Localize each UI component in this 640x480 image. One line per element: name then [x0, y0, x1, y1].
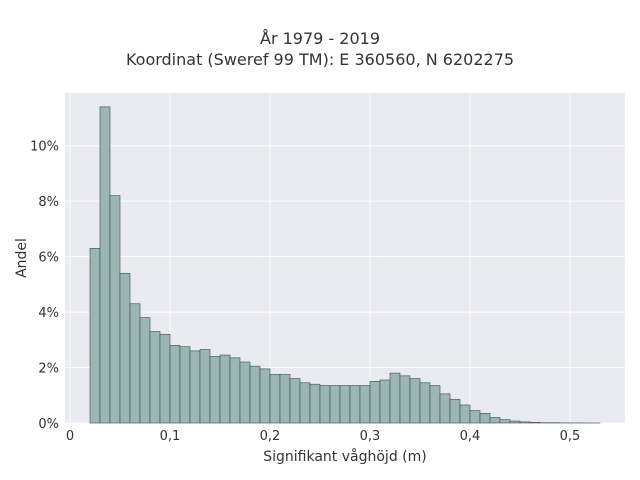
x-tick-label: 0,5: [560, 429, 581, 444]
histogram-bar: [349, 385, 361, 424]
histogram-bar: [119, 272, 131, 424]
histogram-bar: [199, 349, 211, 424]
chart-title-line-1: År 1979 - 2019: [260, 29, 380, 48]
histogram-bar: [429, 385, 441, 424]
y-tick-label: 4%: [38, 306, 59, 321]
y-tick-label: 10%: [30, 140, 59, 155]
histogram-bar: [149, 331, 161, 424]
histogram-bar: [279, 374, 291, 424]
x-tick-label: 0,4: [460, 429, 481, 444]
histogram-bar: [459, 404, 471, 424]
histogram-bar: [309, 383, 321, 424]
histogram-bar: [399, 375, 411, 424]
histogram-bar: [259, 368, 271, 424]
histogram-bar: [439, 393, 451, 424]
histogram-bar: [469, 410, 481, 424]
histogram-bar: [389, 372, 401, 424]
histogram-bar: [189, 350, 201, 424]
histogram-bar: [529, 422, 541, 424]
histogram-bar: [139, 317, 151, 424]
histogram-bar: [169, 345, 181, 424]
histogram-bar: [99, 106, 111, 424]
histogram-bar: [359, 385, 371, 424]
y-axis-label: Andel: [14, 238, 30, 278]
histogram-bar: [89, 247, 101, 424]
x-tick-label: 0,1: [160, 429, 181, 444]
y-tick-label: 6%: [38, 251, 59, 266]
histogram-bar: [179, 346, 191, 424]
histogram-bar: [479, 412, 491, 424]
x-tick-label: 0: [66, 429, 74, 444]
x-tick-label: 0,2: [260, 429, 281, 444]
chart-title-line-2: Koordinat (Sweref 99 TM): E 360560, N 62…: [125, 50, 515, 69]
histogram-bar: [489, 417, 501, 424]
y-axis-ticks: 0% 2% 4% 6% 8% 10%: [30, 140, 59, 432]
histogram-bar: [369, 381, 381, 424]
y-tick-label: 8%: [38, 195, 59, 210]
histogram-bar: [499, 419, 511, 424]
histogram-bar: [329, 385, 341, 424]
histogram-bar: [409, 378, 421, 424]
histogram-bars: [89, 106, 601, 424]
histogram-bar: [289, 378, 301, 424]
histogram-bar: [379, 379, 391, 424]
histogram-bar: [239, 361, 251, 424]
x-tick-label: 0,3: [360, 429, 381, 444]
histogram-bar: [419, 382, 431, 424]
histogram-bar: [109, 195, 121, 424]
y-tick-label: 0%: [38, 417, 59, 432]
histogram-bar: [129, 303, 141, 424]
histogram-bar: [269, 374, 281, 424]
histogram-bar: [229, 357, 241, 424]
histogram-bar: [209, 356, 221, 424]
histogram-bar: [339, 385, 351, 424]
histogram-bar: [319, 385, 331, 424]
histogram-bar: [299, 382, 311, 424]
histogram-bar: [249, 365, 261, 424]
x-axis-label: Signifikant våghöjd (m): [263, 448, 426, 465]
x-axis-ticks: 0 0,1 0,2 0,3 0,4 0,5: [66, 429, 580, 444]
histogram-bar: [509, 420, 521, 424]
histogram-bar: [219, 354, 231, 424]
y-tick-label: 2%: [38, 362, 59, 377]
histogram-bar: [449, 399, 461, 424]
histogram-bar: [519, 421, 531, 424]
histogram-bar: [159, 333, 171, 424]
